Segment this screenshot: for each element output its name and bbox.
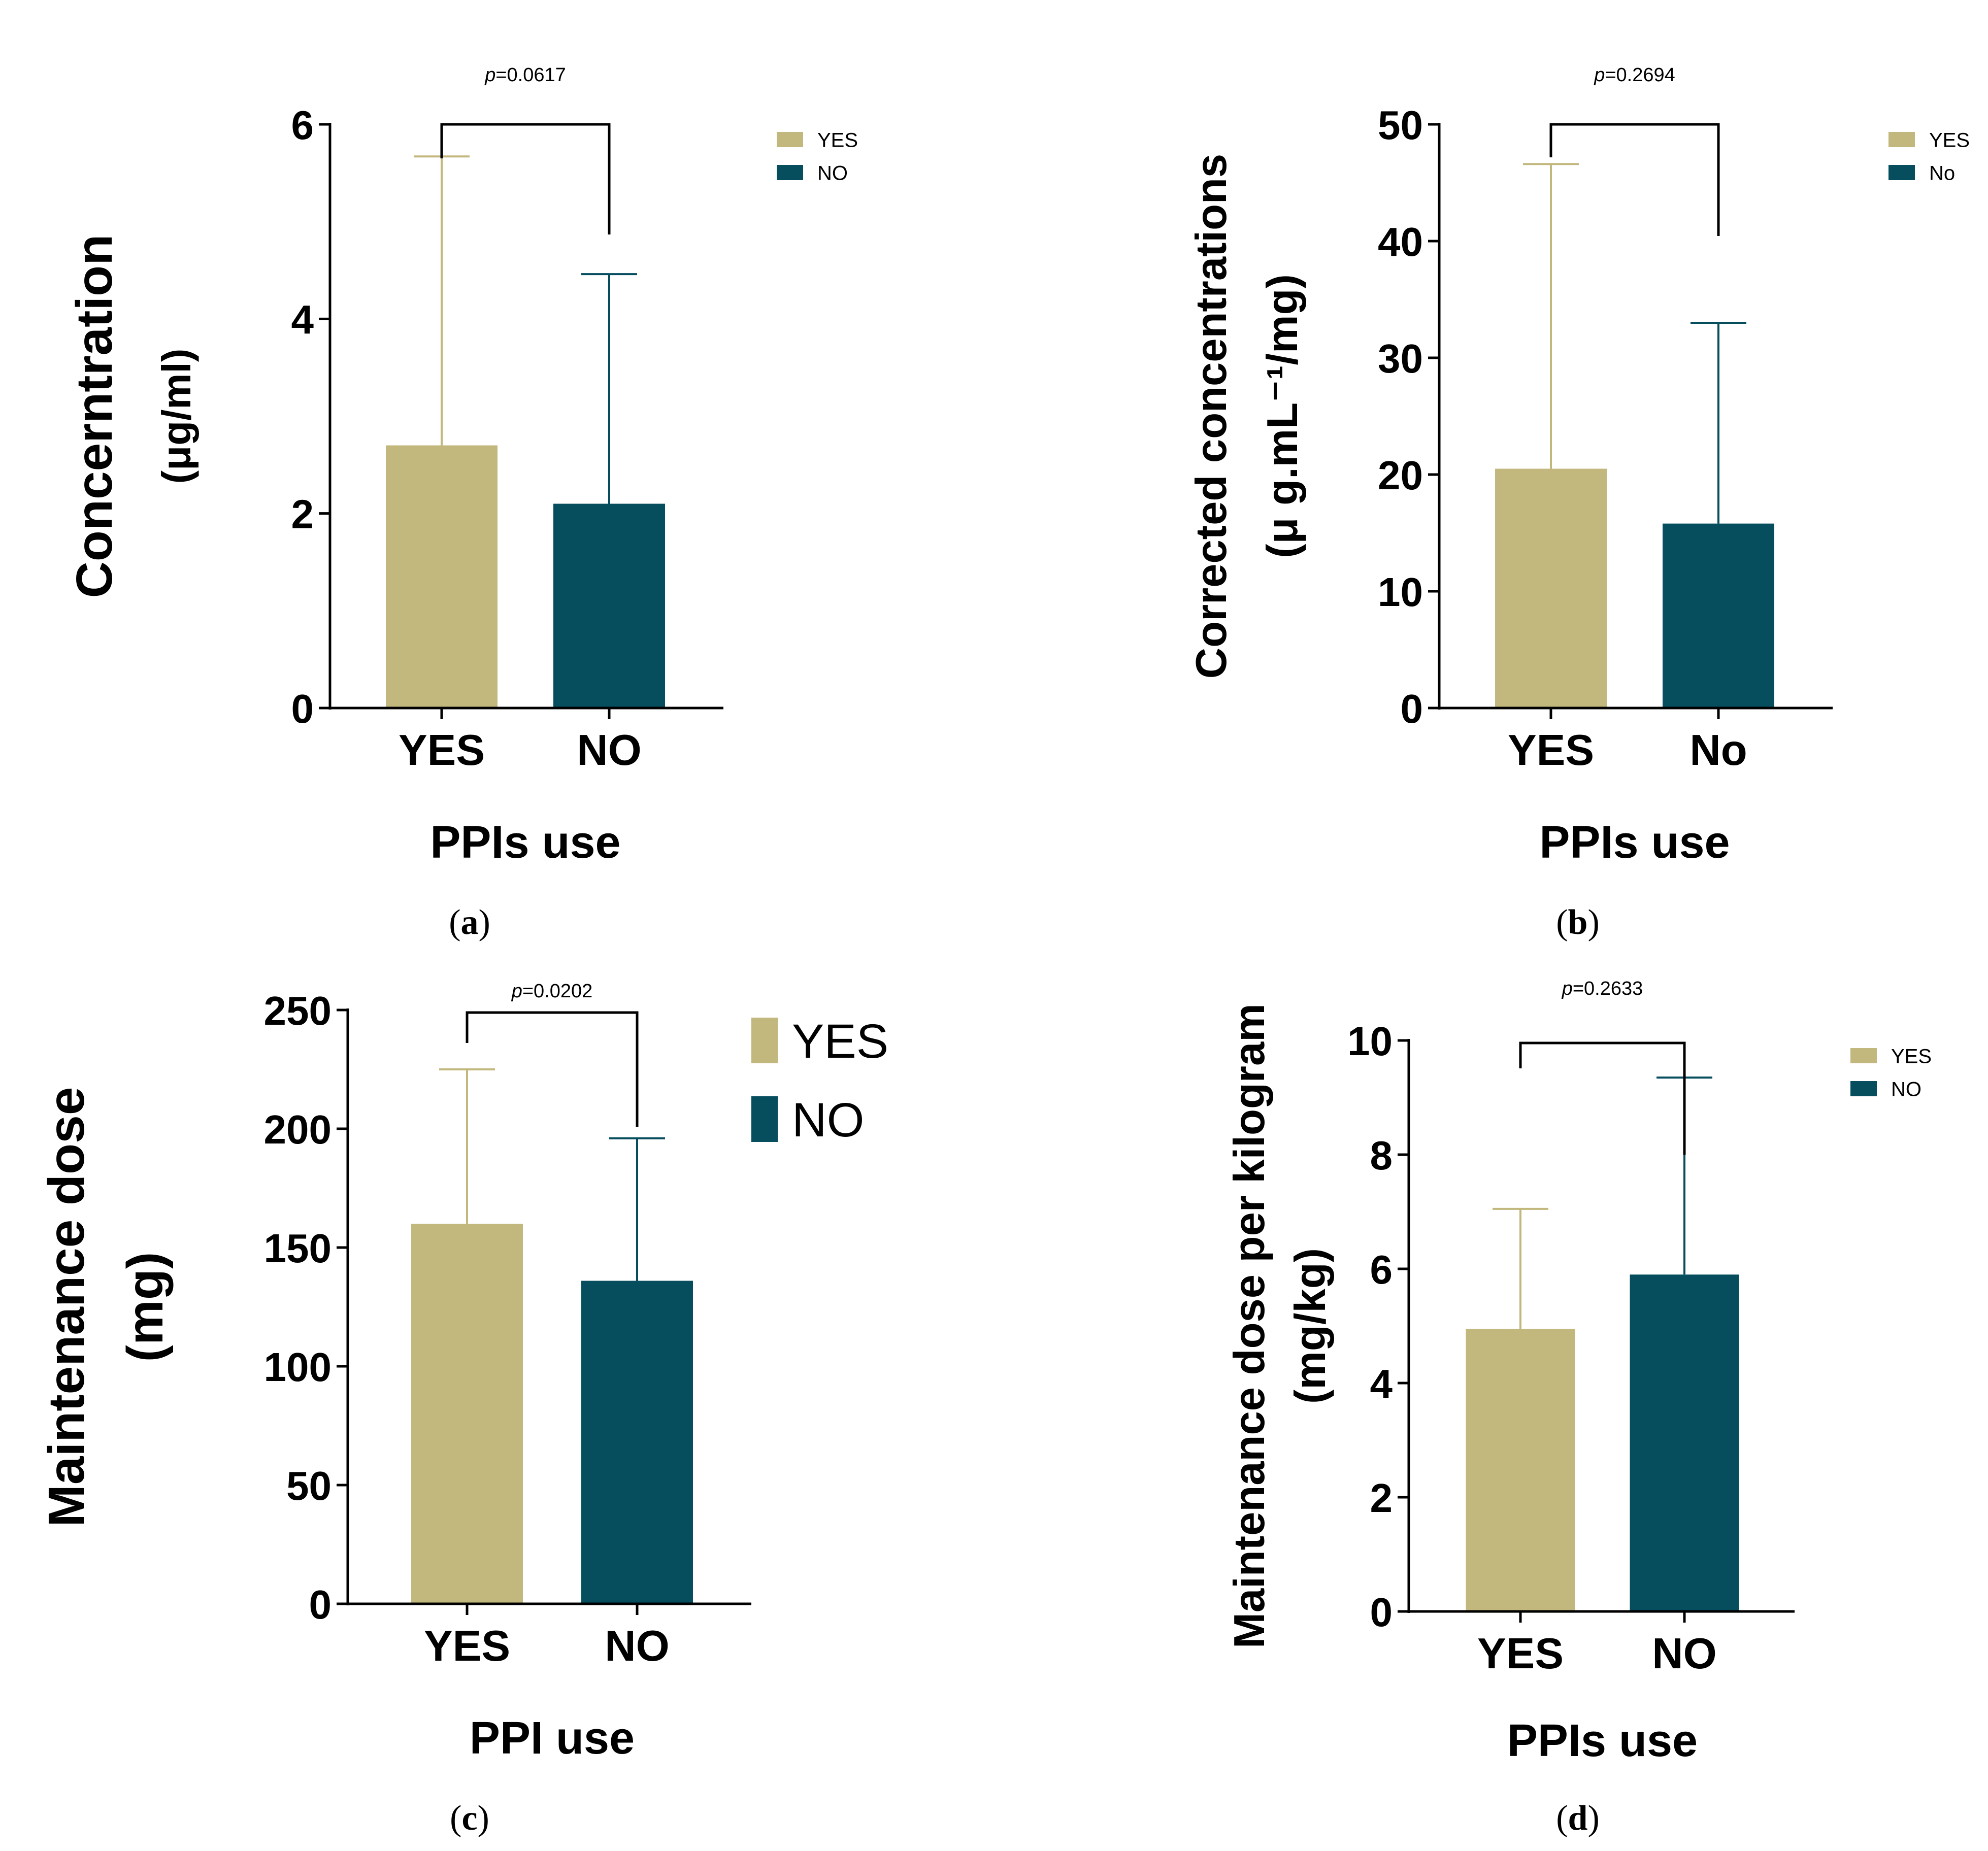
panel-d-p-value-symbol: p <box>1562 978 1573 999</box>
panel-a-legend-swatch-yes <box>777 132 803 147</box>
panel-c-x-tick-label-yes: YES <box>424 1622 510 1670</box>
panel-c-y-tick-label-200: 200 <box>264 1107 332 1152</box>
panel-d-y-tick-label-10: 10 <box>1347 1019 1393 1064</box>
panel-c-caption-open-paren: ( <box>450 1799 461 1838</box>
panel-c-y-tick-label-100: 100 <box>264 1344 332 1390</box>
panel-b-y-tick-label-30: 30 <box>1378 336 1423 381</box>
panel-d-caption: (d) <box>1556 1799 1600 1838</box>
panel-a-x-tick-label-no: NO <box>577 726 642 775</box>
panel-d-x-tick-label-no: NO <box>1652 1630 1717 1678</box>
panel-a-caption-letter: a <box>461 903 479 942</box>
panel-a-y-tick-label-6: 6 <box>291 103 314 148</box>
panel-b-caption: (b) <box>1556 903 1600 942</box>
panel-d-y-tick-label-8: 8 <box>1370 1133 1393 1178</box>
panel-b-y-tick-label-20: 20 <box>1378 453 1423 498</box>
panel-a-p-value-symbol: p <box>484 64 495 86</box>
panel-b-p-value-number: =0.2694 <box>1605 64 1675 86</box>
panel-c-legend-label-yes: YES <box>792 1015 888 1068</box>
panel-c-bar-yes <box>411 1224 523 1604</box>
panel-c-y-tick-label-250: 250 <box>264 988 332 1033</box>
panel-d-legend-swatch-yes <box>1850 1048 1877 1063</box>
panel-d-y-axis-title-line-2: (mg/kg) <box>1286 1248 1335 1404</box>
panel-a-bar-yes <box>386 445 498 708</box>
panel-c-y-axis-title-line-2: (mg) <box>117 1252 174 1362</box>
panel-a-y-tick-label-0: 0 <box>291 686 314 731</box>
panel-d-caption-letter: d <box>1568 1799 1588 1838</box>
panel-a-x-tick-label-yes: YES <box>399 726 485 775</box>
panel-b-x-tick-label-yes: YES <box>1508 726 1594 775</box>
panel-b-p-value-symbol: p <box>1594 64 1605 86</box>
panel-b-legend-label-yes: YES <box>1929 129 1970 151</box>
panel-a-caption-close-paren: ) <box>479 903 490 942</box>
panel-a-p-value: p=0.0617 <box>484 64 566 86</box>
panel-b-bar-no <box>1663 523 1774 708</box>
panel-c-caption-letter: c <box>461 1799 477 1838</box>
panel-b-x-axis-title: PPIs use <box>1539 817 1730 868</box>
panel-d-legend-label-yes: YES <box>1891 1045 1932 1067</box>
panel-d-bar-yes <box>1466 1329 1575 1611</box>
panel-d-p-value-number: =0.2633 <box>1573 978 1643 999</box>
panel-d-legend-swatch-no <box>1850 1081 1877 1096</box>
panel-b-y-axis-title-line-1: Corrected concentrations <box>1187 154 1236 679</box>
panel-a-legend-label-yes: YES <box>817 129 858 151</box>
panel-c-caption-close-paren: ) <box>478 1799 489 1838</box>
panel-c-y-tick-label-50: 50 <box>286 1463 332 1508</box>
panel-c-y-tick-label-150: 150 <box>264 1226 332 1271</box>
panel-b-legend-swatch-no <box>1888 165 1915 180</box>
panel-d-caption-open-paren: ( <box>1556 1799 1568 1838</box>
panel-d-legend-label-no: NO <box>1891 1078 1921 1100</box>
panel-a-y-tick-label-2: 2 <box>291 491 314 536</box>
panel-a-legend-label-no: NO <box>817 162 848 184</box>
panel-d-significance-bracket <box>1519 1041 1686 1155</box>
panel-c-legend-swatch-no <box>751 1096 778 1142</box>
panel-b-y-tick-label-50: 50 <box>1378 103 1423 148</box>
panel-c-legend-label-no: NO <box>792 1093 865 1147</box>
panel-d-x-tick-label-yes: YES <box>1477 1630 1564 1678</box>
panel-b-caption-letter: b <box>1568 903 1588 942</box>
panel-c-p-value-number: =0.0202 <box>522 981 592 1002</box>
panel-d-y-axis-title-line-1: Maintenance dose per kilogram <box>1225 1003 1274 1648</box>
panel-a-significance-bracket <box>440 123 611 234</box>
panel-d-y-tick-label-0: 0 <box>1370 1590 1393 1635</box>
panel-d-bar-no <box>1630 1274 1739 1611</box>
panel-b-x-tick-label-no: No <box>1689 726 1747 775</box>
panel-c-caption: (c) <box>450 1799 489 1838</box>
panel-a-y-axis-title-line-2: (μg/ml) <box>154 349 199 484</box>
panel-a-caption: (a) <box>449 903 490 942</box>
panel-b-caption-open-paren: ( <box>1556 903 1568 942</box>
panel-d-y-tick-label-4: 4 <box>1370 1361 1393 1406</box>
panel-b-y-tick-label-40: 40 <box>1378 219 1423 264</box>
panel-b-bar-yes <box>1495 468 1607 708</box>
panel-d-y-tick-label-2: 2 <box>1370 1475 1393 1521</box>
panel-a-p-value-number: =0.0617 <box>495 64 566 86</box>
panel-d-caption-close-paren: ) <box>1587 1799 1599 1838</box>
panel-b-y-axis-title-line-2: (μ g.mL⁻¹/mg) <box>1258 274 1307 558</box>
panel-d-p-value: p=0.2633 <box>1562 978 1643 999</box>
panel-b-legend-label-no: No <box>1929 162 1955 184</box>
panel-b-significance-bracket <box>1549 123 1720 236</box>
panel-b-p-value: p=0.2694 <box>1594 64 1675 86</box>
panel-b-caption-close-paren: ) <box>1587 903 1599 942</box>
panel-b-y-tick-label-10: 10 <box>1378 569 1423 615</box>
panel-a-y-axis-title-line-1: Concerntration <box>66 234 123 598</box>
panel-a-y-tick-label-4: 4 <box>291 297 314 342</box>
panel-a-caption-open-paren: ( <box>449 903 460 942</box>
panel-a-bar-no <box>553 503 665 708</box>
panel-a-legend-swatch-no <box>777 165 803 180</box>
panel-c-x-tick-label-no: NO <box>605 1622 670 1670</box>
panel-c-y-tick-label-0: 0 <box>309 1582 332 1627</box>
panel-c-p-value: p=0.0202 <box>511 981 593 1002</box>
panel-b-y-tick-label-0: 0 <box>1401 686 1423 731</box>
panel-d-x-axis-title: PPIs use <box>1507 1715 1698 1766</box>
panel-c-bar-no <box>581 1281 693 1604</box>
panel-c-p-value-symbol: p <box>511 981 522 1002</box>
panel-c-significance-bracket <box>466 1011 639 1127</box>
panel-c-y-axis-title-line-1: Maintenance dose <box>38 1087 95 1527</box>
panel-a-x-axis-title: PPIs use <box>430 817 620 868</box>
panel-b-legend-swatch-yes <box>1888 132 1915 147</box>
panel-c-x-axis-title: PPI use <box>470 1713 635 1764</box>
panel-d-y-tick-label-6: 6 <box>1370 1247 1393 1292</box>
panel-c-legend-swatch-yes <box>751 1018 778 1063</box>
